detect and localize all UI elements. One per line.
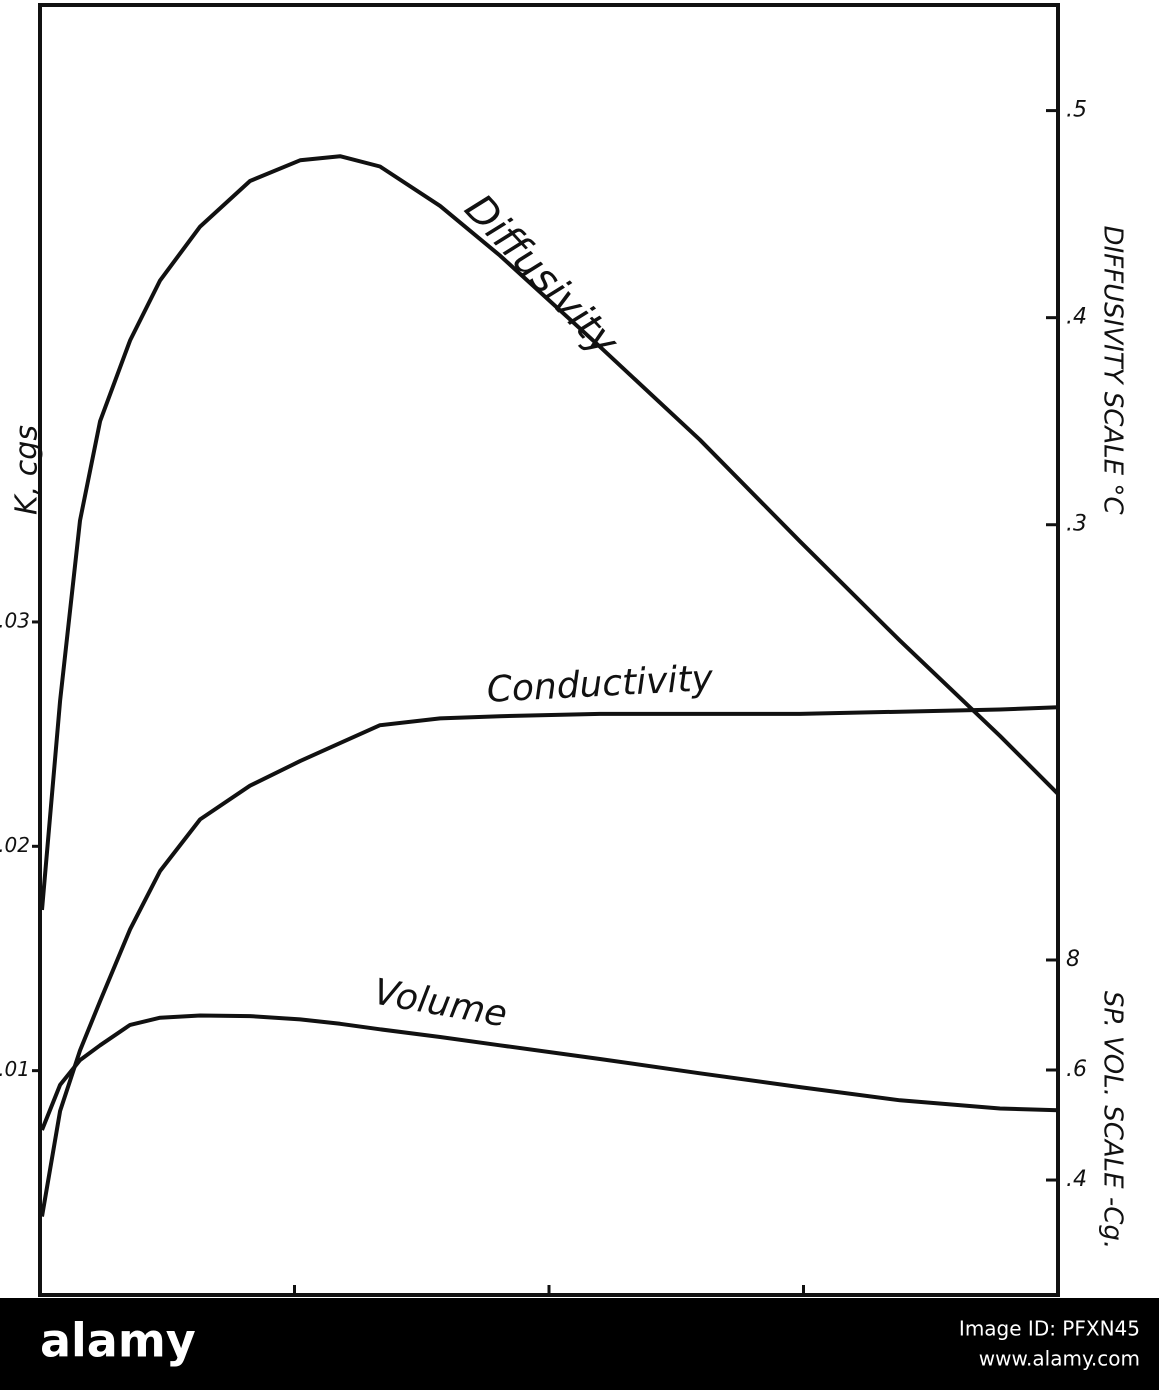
y3-axis-label: SP. VOL. SCALE -Cg.	[1098, 991, 1128, 1249]
series-label: Diffusivity	[456, 186, 628, 366]
series-label: Volume	[371, 972, 511, 1036]
series-label: Conductivity	[486, 658, 715, 711]
y2-axis-label: DIFFUSIVITY SCALE °C	[1098, 225, 1128, 515]
y-tick-label: .03	[0, 608, 30, 632]
y3-tick-label: .6	[1066, 1057, 1087, 1082]
y2-tick-label: .5	[1066, 98, 1087, 123]
y-tick-label: .01	[0, 1057, 30, 1081]
line-series	[40, 705, 1059, 1217]
y2-tick-label: .3	[1066, 512, 1087, 537]
y3-tick-label: .4	[1066, 1167, 1087, 1192]
line-series	[40, 1013, 1059, 1131]
y2-tick-label: .4	[1066, 305, 1087, 330]
watermark-id: Image ID: PFXN45	[959, 1317, 1140, 1341]
watermark-bar	[0, 1298, 1159, 1390]
line-series	[40, 154, 1060, 911]
watermark-logo: alamy	[40, 1314, 196, 1368]
y-tick-label: .02	[0, 833, 30, 857]
watermark-url: www.alamy.com	[979, 1347, 1140, 1371]
y-axis-label: K, cgs	[10, 425, 45, 515]
y3-tick-label: 8	[1066, 947, 1080, 972]
